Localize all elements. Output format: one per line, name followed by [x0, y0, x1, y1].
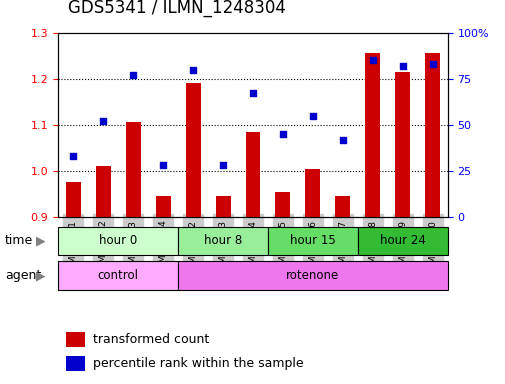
Bar [156, 196, 170, 384]
Text: percentile rank within the sample: percentile rank within the sample [93, 358, 304, 370]
Point [189, 66, 197, 73]
Bar [215, 196, 230, 384]
Bar [58, 33, 88, 217]
Bar [237, 33, 268, 217]
Text: hour 24: hour 24 [379, 235, 425, 247]
Bar [88, 33, 118, 217]
Bar [305, 169, 320, 384]
Text: hour 8: hour 8 [204, 235, 242, 247]
Bar [125, 122, 140, 384]
Bar [66, 356, 85, 371]
Bar [268, 227, 357, 255]
Bar [185, 83, 200, 384]
Bar [178, 227, 268, 255]
Point [248, 90, 257, 96]
Bar [58, 261, 178, 290]
Point [69, 153, 77, 159]
Text: time: time [5, 235, 33, 247]
Point [219, 162, 227, 169]
Point [278, 131, 286, 137]
Bar [95, 166, 111, 384]
Text: GDS5341 / ILMN_1248304: GDS5341 / ILMN_1248304 [68, 0, 286, 17]
Bar [425, 53, 439, 384]
Bar [245, 132, 260, 384]
Bar [148, 33, 178, 217]
Bar [387, 33, 417, 217]
Point [159, 162, 167, 169]
Bar [118, 33, 148, 217]
Point [368, 57, 376, 63]
Bar [268, 33, 297, 217]
Text: hour 0: hour 0 [99, 235, 137, 247]
Text: hour 15: hour 15 [289, 235, 335, 247]
Bar [357, 227, 447, 255]
Bar [66, 333, 85, 348]
Bar [66, 182, 80, 384]
Point [308, 113, 316, 119]
Bar [297, 33, 327, 217]
Bar [275, 192, 290, 384]
Text: ▶: ▶ [36, 269, 46, 282]
Bar [417, 33, 447, 217]
Bar [208, 33, 237, 217]
Bar [178, 33, 208, 217]
Point [129, 72, 137, 78]
Point [99, 118, 107, 124]
Point [428, 61, 436, 67]
Text: rotenone: rotenone [286, 269, 339, 282]
Bar [357, 33, 387, 217]
Text: agent: agent [5, 269, 41, 282]
Bar [58, 227, 178, 255]
Bar [365, 53, 380, 384]
Bar [394, 72, 410, 384]
Text: transformed count: transformed count [93, 333, 209, 346]
Point [338, 136, 346, 142]
Point [398, 63, 406, 69]
Bar [178, 261, 447, 290]
Text: control: control [97, 269, 138, 282]
Text: ▶: ▶ [36, 235, 46, 247]
Bar [335, 196, 349, 384]
Bar [327, 33, 357, 217]
